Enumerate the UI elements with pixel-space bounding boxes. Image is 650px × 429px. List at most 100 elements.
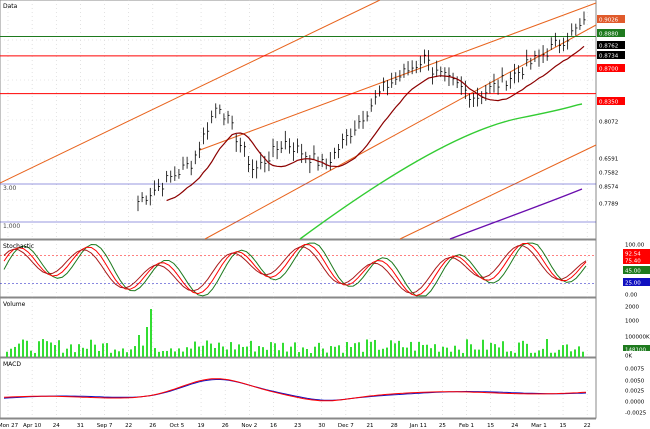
volume-bar-126 [510, 351, 512, 357]
volume-bar-64 [262, 347, 264, 357]
volume-bar-139 [562, 345, 564, 357]
volume-bar-24 [102, 343, 104, 357]
volume-label-1: 1000 [625, 319, 639, 325]
volume-bar-77 [314, 346, 316, 357]
volume-bar-132 [534, 352, 536, 357]
price-label-bg-1 [597, 29, 625, 37]
price-label-10: 0.7789 [599, 202, 619, 208]
volume-bar-3 [18, 343, 20, 357]
macd-label-2: 0.0025 [625, 389, 645, 395]
x-tick-label-11: 16 [270, 423, 277, 429]
price-label-bg-7 [597, 154, 625, 162]
x-tick-label-13: 30 [318, 423, 325, 429]
x-tick-label-2: 24 [53, 423, 60, 429]
grid-lines [0, 0, 596, 418]
stoch-label-bg-0 [623, 240, 650, 248]
volume-bar-16 [70, 344, 72, 357]
x-tick-label-19: Feb 1 [459, 423, 474, 429]
volume-bar-63 [258, 346, 260, 357]
x-tick-label-23: 15 [560, 423, 567, 429]
macd-panel [0, 357, 597, 419]
volume-bar-92 [374, 339, 376, 357]
volume-bar-106 [430, 348, 432, 357]
stoch-label-0: 100.00 [625, 243, 645, 249]
volume-bar-13 [58, 340, 60, 357]
volume-bar-78 [318, 342, 320, 357]
channel-upper-outer [0, 0, 381, 184]
volume-bar-65 [266, 349, 268, 357]
volume-bar-109 [442, 346, 444, 357]
volume-bar-103 [418, 341, 420, 357]
volume-bar-43 [178, 348, 180, 357]
volume-bar-61 [250, 340, 252, 357]
volume-bar-110 [446, 347, 448, 357]
volume-bar-131 [530, 352, 532, 357]
volume-bar-144 [582, 351, 584, 357]
volume-bar-53 [218, 342, 220, 357]
volume-bar-2 [14, 346, 16, 357]
volume-bar-91 [370, 341, 372, 357]
stoch-label-bg-5 [623, 290, 650, 298]
stoch-slow-line [3, 245, 587, 294]
volume-bar-125 [506, 351, 508, 357]
volume-bar-74 [302, 347, 304, 357]
volume-bar-41 [170, 348, 172, 357]
volume-bar-122 [494, 344, 496, 357]
volume-bar-19 [82, 347, 84, 357]
volume-label-2: 100000K [625, 335, 650, 341]
volume-bar-135 [546, 339, 548, 357]
volume-bar-39 [162, 350, 164, 357]
volume-bar-100 [406, 347, 408, 357]
volume-bar-119 [482, 339, 484, 357]
volume-bar-133 [538, 350, 540, 357]
volume-bar-30 [126, 352, 128, 357]
macd-panel-title: MACD [3, 361, 21, 368]
macd-layer [3, 378, 587, 402]
volume-label-bg-1 [623, 316, 650, 324]
stoch-label-3: 45.00 [625, 269, 641, 275]
volume-bar-33 [138, 335, 140, 357]
volume-bar-98 [398, 340, 400, 357]
volume-bar-1 [10, 348, 12, 357]
volume-bar-72 [294, 342, 296, 357]
volume-bar-68 [278, 350, 280, 357]
macd-label-1: 0.0050 [625, 379, 645, 385]
volume-layer [6, 309, 584, 357]
volume-bar-47 [194, 341, 196, 357]
volume-bar-102 [414, 350, 416, 357]
x-tick-label-4: Sep 7 [97, 423, 113, 429]
volume-bar-87 [354, 343, 356, 357]
x-tick-label-5: 22 [125, 423, 132, 429]
stoch-label-bg-3 [623, 266, 650, 274]
volume-bar-9 [42, 339, 44, 357]
volume-bar-82 [334, 346, 336, 357]
volume-bar-52 [214, 347, 216, 357]
volume-bar-14 [62, 352, 64, 357]
volume-bar-44 [182, 351, 184, 357]
volume-bar-108 [438, 351, 440, 357]
channel-lower-outer [399, 144, 597, 240]
stoch-k-line [3, 242, 587, 297]
price-label-bg-5 [597, 97, 625, 105]
price-panel-title: Data [3, 3, 18, 10]
price-label-bg-10 [597, 199, 625, 207]
volume-bar-76 [310, 352, 312, 357]
x-tick-label-6: 26 [149, 423, 156, 429]
macd-label-bg-0 [623, 364, 650, 372]
volume-bar-128 [518, 342, 520, 357]
volume-panel-title: Volume [3, 301, 26, 308]
price-label-2: 0.8762 [599, 44, 618, 50]
volume-bar-97 [394, 343, 396, 357]
volume-bar-5 [26, 340, 28, 357]
volume-bar-127 [514, 352, 516, 357]
stochastic-panel-title: Stochastic [3, 243, 34, 250]
volume-bar-123 [498, 347, 500, 357]
volume-bar-36 [150, 309, 152, 357]
price-label-bg-9 [597, 182, 625, 190]
x-tick-label-22: Mar 1 [531, 423, 547, 429]
volume-bar-38 [158, 351, 160, 357]
volume-bar-23 [98, 350, 100, 357]
volume-label-bg-4 [623, 351, 650, 359]
volume-bar-67 [274, 343, 276, 357]
